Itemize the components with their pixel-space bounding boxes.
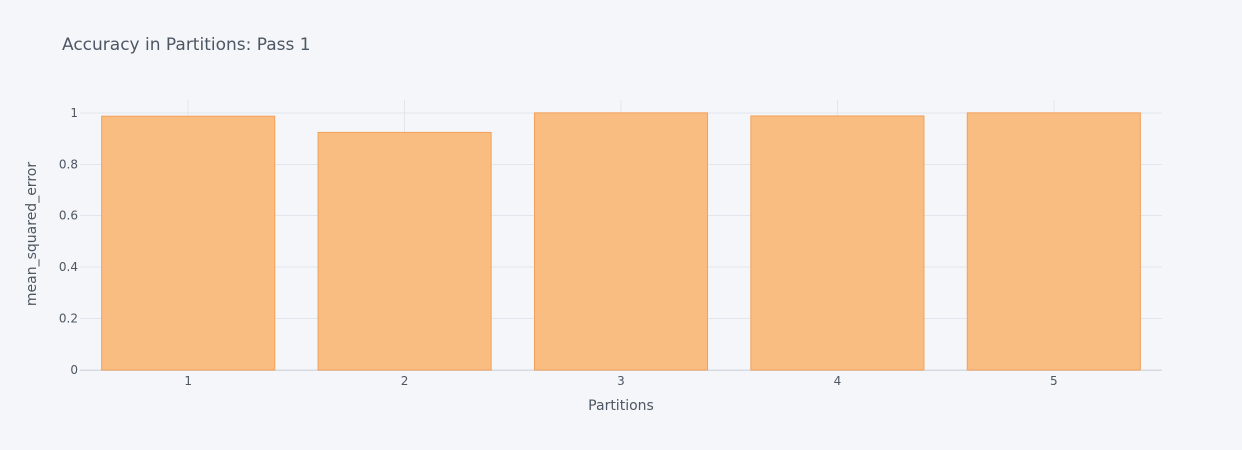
chart-title: Accuracy in Partitions: Pass 1 [62, 35, 311, 55]
y-tick-label: 1 [70, 106, 78, 120]
y-tick-label: 0.8 [59, 157, 78, 171]
y-tick-label: 0.6 [59, 209, 78, 223]
y-tick-label: 0 [70, 363, 78, 377]
bar-partition-4[interactable] [750, 115, 925, 371]
y-axis-ticks: 0 0.2 0.4 0.6 0.8 1 [59, 106, 78, 377]
x-axis-title: Partitions [588, 398, 654, 414]
x-axis-ticks: 1 2 3 4 5 [184, 374, 1057, 388]
y-axis-title: mean_squared_error [24, 162, 40, 306]
bar-partition-1[interactable] [101, 115, 276, 371]
bars [101, 112, 1141, 371]
y-tick-label: 0.4 [59, 260, 78, 274]
bar-partition-3[interactable] [533, 112, 709, 371]
x-tick-label: 5 [1050, 374, 1058, 388]
bar-partition-2[interactable] [317, 131, 492, 371]
bar-partition-5[interactable] [966, 112, 1141, 371]
y-tick-label: 0.2 [59, 312, 78, 326]
x-tick-label: 2 [401, 374, 409, 388]
x-tick-label: 3 [617, 374, 625, 388]
x-tick-label: 4 [834, 374, 842, 388]
x-tick-label: 1 [184, 374, 192, 388]
